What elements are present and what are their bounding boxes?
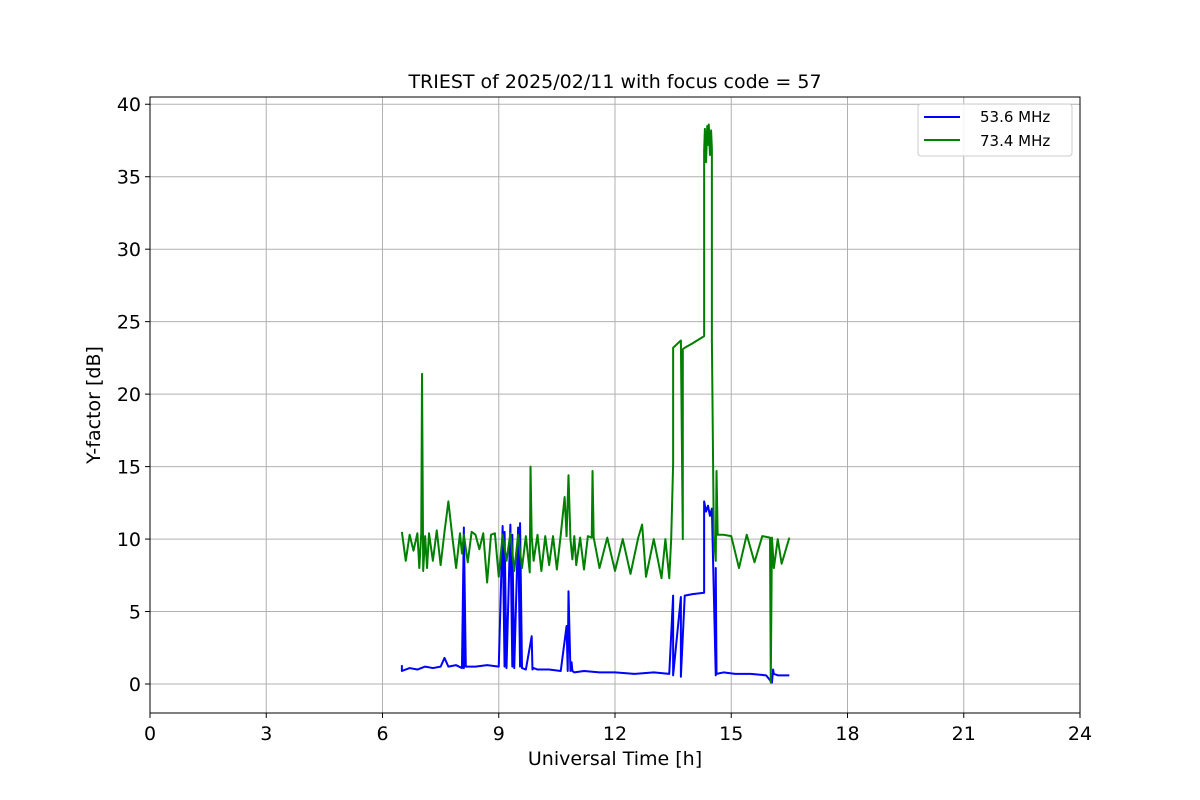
x-tick-label: 15 xyxy=(719,723,743,745)
series-line-73-4-mhz xyxy=(400,123,791,684)
x-tick-label: 21 xyxy=(952,723,976,745)
y-tick-label: 30 xyxy=(117,239,141,261)
x-tick-label: 24 xyxy=(1068,723,1092,745)
y-tick-label: 15 xyxy=(117,457,141,479)
tick-layer: 0 3 6 9 12 15 18 21 24 0 5 10 15 20 25 30 35 40 xyxy=(117,94,1092,745)
series-layer xyxy=(400,123,791,684)
y-tick-label: 10 xyxy=(117,529,141,551)
x-tick-label: 6 xyxy=(376,723,388,745)
y-tick-label: 40 xyxy=(117,94,141,116)
y-tick-label: 20 xyxy=(117,384,141,406)
x-axis-label: Universal Time [h] xyxy=(528,748,702,770)
x-tick-label: 9 xyxy=(493,723,505,745)
y-tick-label: 25 xyxy=(117,312,141,334)
x-tick-label: 18 xyxy=(835,723,859,745)
x-tick-label: 12 xyxy=(603,723,627,745)
y-axis-label: Y-factor [dB] xyxy=(83,346,105,465)
y-tick-label: 0 xyxy=(129,674,141,696)
y-tick-label: 5 xyxy=(129,602,141,624)
series-line-53-6-mhz xyxy=(400,500,790,684)
x-tick-label: 0 xyxy=(144,723,156,745)
chart-title: TRIEST of 2025/02/11 with focus code = 5… xyxy=(407,71,821,93)
legend: 53.6 MHz 73.4 MHz xyxy=(917,103,1073,157)
x-tick-label: 3 xyxy=(260,723,272,745)
y-tick-label: 35 xyxy=(117,167,141,189)
legend-label-53-6: 53.6 MHz xyxy=(980,108,1050,126)
legend-label-73-4: 73.4 MHz xyxy=(980,132,1050,150)
